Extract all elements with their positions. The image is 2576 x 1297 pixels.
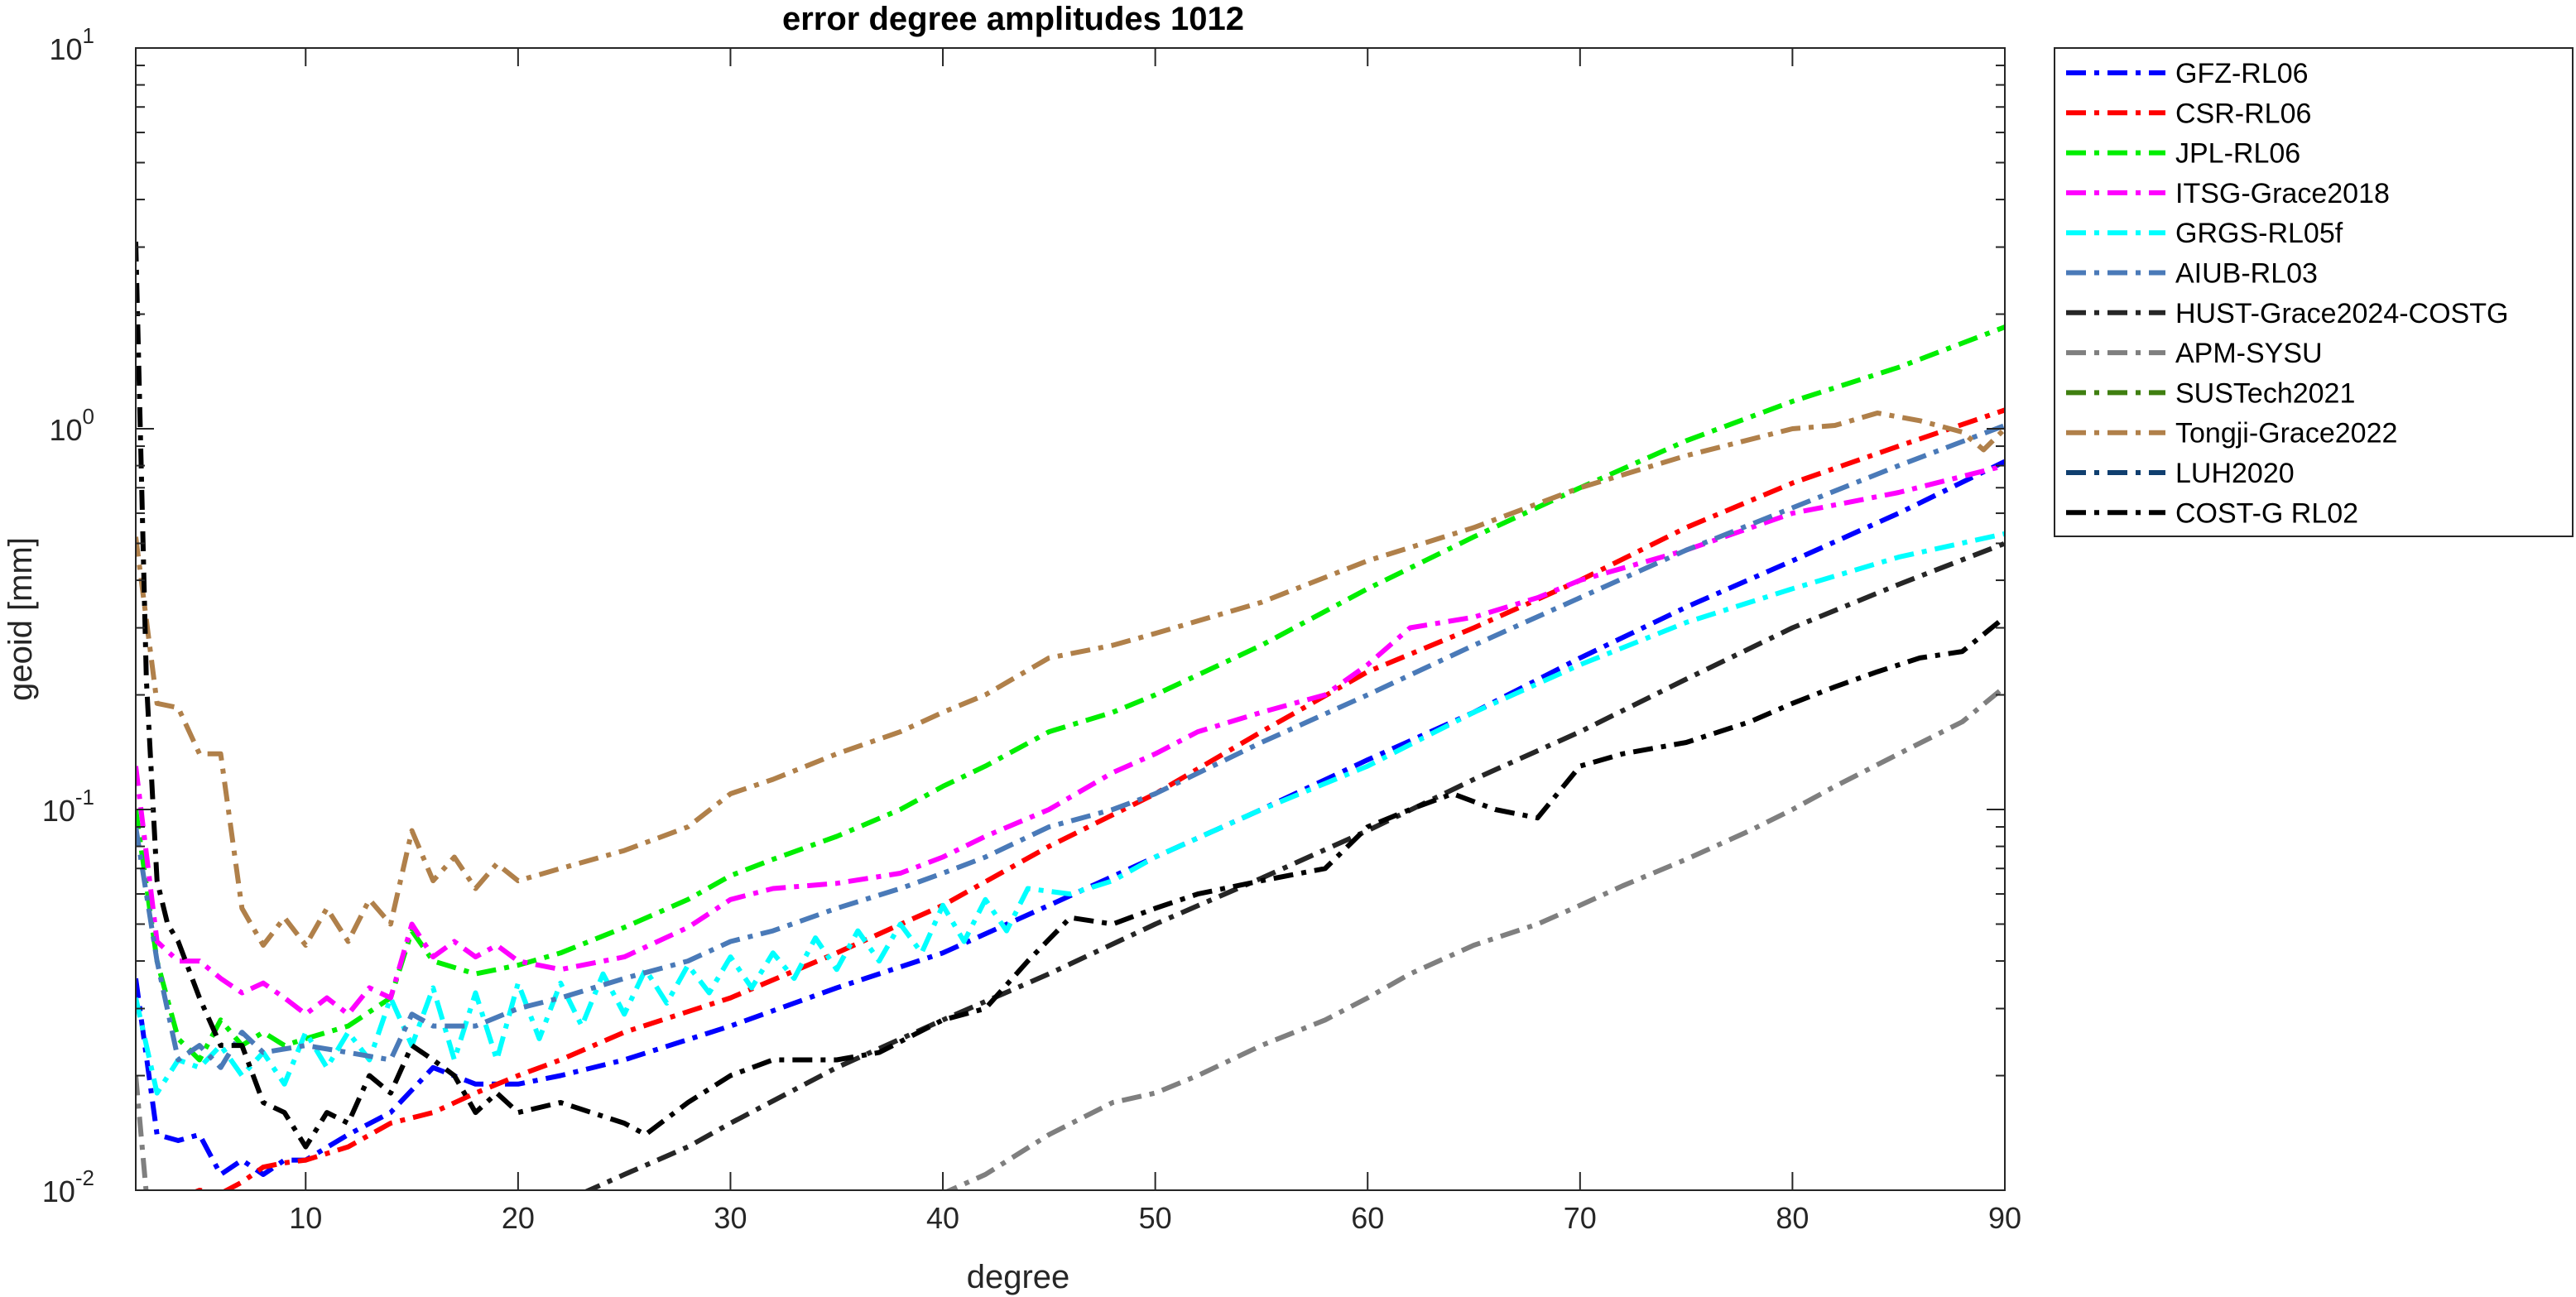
series-line-apm-sysu: [136, 685, 2005, 1190]
series-line-itsg-grace2018: [136, 463, 2005, 1017]
y-tick-exponent: 1: [83, 23, 94, 48]
legend: GFZ-RL06 CSR-RL06 JPL-RL06 ITSG-Grace2018 GR…: [2054, 47, 2574, 537]
series-line-tongji-grace2022: [136, 411, 2005, 948]
x-tick-label: 60: [1351, 1201, 1384, 1235]
y-tick-label: 101: [49, 23, 94, 66]
y-tick-label: 10-1: [42, 785, 94, 828]
y-tick-base: 10: [42, 794, 75, 828]
y-tick-exponent: -1: [75, 785, 94, 809]
x-tick-label: 70: [1564, 1201, 1597, 1235]
chart-title: error degree amplitudes 1012: [782, 1, 1244, 37]
legend-label-sustech2021: SUSTech2021: [2175, 377, 2355, 409]
legend-label-aiub-rl03: AIUB-RL03: [2175, 258, 2318, 290]
legend-label-jpl-rl06: JPL-RL06: [2175, 138, 2300, 170]
y-tick-base: 10: [42, 1175, 75, 1208]
series-line-grgs-rl05f: [136, 531, 2005, 1096]
y-tick-exponent: 0: [83, 404, 94, 429]
legend-label-csr-rl06: CSR-RL06: [2175, 98, 2311, 129]
legend-label-apm-sysu: APM-SYSU: [2175, 338, 2323, 369]
y-tick-label: 10-2: [42, 1165, 94, 1208]
legend-label-cost-g-rl02: COST-G RL02: [2175, 497, 2358, 529]
x-tick-label: 20: [502, 1201, 535, 1235]
legend-label-itsg-grace2018: ITSG-Grace2018: [2175, 178, 2390, 209]
y-tick-label: 100: [49, 404, 94, 447]
plot-frame: [135, 47, 2006, 1191]
y-tick-exponent: -2: [75, 1165, 94, 1190]
x-tick-label: 90: [1988, 1201, 2021, 1235]
x-tick-label: 80: [1776, 1201, 1809, 1235]
legend-label-luh2020: LUH2020: [2175, 458, 2295, 489]
legend-box: [2054, 47, 2574, 537]
x-tick-label: 10: [289, 1201, 322, 1235]
series-line-cost-g-rl02: [136, 241, 2005, 1150]
x-axis-label: degree: [967, 1259, 1070, 1295]
y-tick-base: 10: [49, 32, 82, 66]
y-tick-base: 10: [49, 413, 82, 447]
legend-label-gfz-rl06: GFZ-RL06: [2175, 58, 2309, 89]
y-axis-label: geoid [mm]: [2, 537, 39, 701]
legend-label-tongji-grace2022: Tongji-Grace2022: [2175, 418, 2397, 449]
legend-label-hust-grace2024-costg: HUST-Grace2024-COSTG: [2175, 298, 2508, 329]
series-line-jpl-rl06: [136, 324, 2005, 1063]
series-line-csr-rl06: [192, 407, 2005, 1190]
series-layer: [136, 241, 2005, 1190]
series-line-aiub-rl03: [136, 423, 2005, 1070]
series-line-hust-grace2024-costg: [583, 540, 2005, 1190]
x-tick-label: 40: [926, 1201, 959, 1235]
legend-label-grgs-rl05f: GRGS-RL05f: [2175, 218, 2343, 249]
x-tick-label: 30: [714, 1201, 747, 1235]
x-axis: 10 20 30 40 50 60 70 80 90: [289, 48, 2021, 1235]
x-tick-label: 50: [1139, 1201, 1172, 1235]
